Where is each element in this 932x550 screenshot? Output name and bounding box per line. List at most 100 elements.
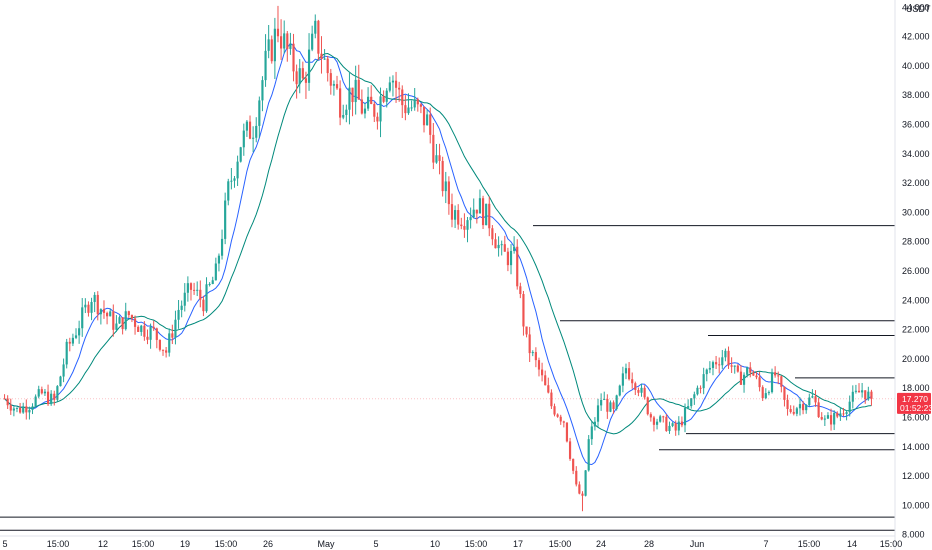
candle-body xyxy=(547,385,550,393)
candle-body xyxy=(205,284,208,312)
candle-body xyxy=(367,96,370,109)
candle-body xyxy=(733,365,736,367)
candle-body xyxy=(522,294,525,327)
candle-body xyxy=(485,203,488,226)
candle-body xyxy=(19,407,22,413)
candle-body xyxy=(360,99,363,114)
y-tick-label: 10.000 xyxy=(902,500,930,510)
candle-body xyxy=(683,408,687,426)
candle-body xyxy=(376,116,379,122)
candle-body xyxy=(727,350,730,366)
candle-body xyxy=(252,137,255,139)
candle-body xyxy=(655,421,659,425)
candle-body xyxy=(78,328,81,336)
y-tick-label: 16.000 xyxy=(902,412,930,422)
candle-body xyxy=(84,304,87,308)
candle-body xyxy=(174,319,177,338)
last-price-tag: 17.270 01:52:23 xyxy=(897,392,932,414)
y-tick-label: 22.000 xyxy=(902,325,930,335)
moving-average-line xyxy=(4,52,872,435)
candle-body xyxy=(422,106,426,126)
candle-body xyxy=(631,379,634,384)
x-tick-label: 15:00 xyxy=(132,539,155,549)
candle-body xyxy=(329,73,332,86)
candle-body xyxy=(168,333,171,353)
candle-body xyxy=(59,376,62,387)
x-tick-label: May xyxy=(317,539,335,549)
candle-body xyxy=(581,493,584,496)
candle-body xyxy=(96,294,99,315)
candle-body xyxy=(541,369,544,376)
candle-body xyxy=(180,305,183,310)
candle-body xyxy=(87,304,90,313)
candle-body xyxy=(724,350,727,358)
y-tick-label: 38.000 xyxy=(902,90,930,100)
candle-body xyxy=(624,368,628,374)
x-tick-label: 17 xyxy=(513,539,523,549)
candle-body xyxy=(220,238,224,256)
candle-body xyxy=(224,200,227,239)
candle-body xyxy=(693,394,696,399)
candle-body xyxy=(317,20,320,54)
candle-body xyxy=(441,160,444,192)
candle-body xyxy=(497,244,500,249)
candle-body xyxy=(761,387,764,399)
candle-body xyxy=(43,391,47,394)
candle-body xyxy=(556,414,559,417)
candle-body xyxy=(559,416,562,422)
candle-body xyxy=(233,178,236,181)
candle-body xyxy=(814,396,817,403)
candle-body xyxy=(258,100,261,126)
candle-body xyxy=(481,198,485,226)
candle-body xyxy=(537,360,541,370)
candle-body xyxy=(621,373,624,386)
candle-body xyxy=(466,220,469,230)
candle-body xyxy=(736,365,739,372)
candle-body xyxy=(189,283,193,290)
candle-body xyxy=(363,108,367,114)
candle-body xyxy=(525,326,528,335)
candle-body xyxy=(696,387,699,395)
candle-body xyxy=(705,369,708,375)
candle-body xyxy=(165,350,168,353)
candle-body xyxy=(789,409,792,412)
plot-background xyxy=(0,0,895,550)
candle-body xyxy=(12,408,15,411)
candle-body xyxy=(211,280,214,284)
candle-body xyxy=(379,96,382,122)
candle-body xyxy=(749,367,752,373)
candle-body xyxy=(596,405,600,422)
x-tick-label: 15:00 xyxy=(880,539,903,549)
candle-body xyxy=(140,325,143,332)
candle-body xyxy=(534,352,537,361)
x-axis-ticks[interactable]: 5 15:00 12 15:00 19 15:00 26 May 5 10 15:00 17 15:00… xyxy=(2,539,902,549)
candle-body xyxy=(668,425,671,432)
candle-body xyxy=(186,283,189,293)
candle-body xyxy=(513,246,516,251)
x-tick-label: 26 xyxy=(263,539,273,549)
candle-body xyxy=(444,181,447,192)
y-axis-ticks[interactable]: 8.000 10.000 12.000 14.000 16.000 18.000 20.00… xyxy=(902,2,930,539)
countdown-timer: 01:52:23 xyxy=(900,403,932,413)
candle-body xyxy=(74,335,78,338)
candle-body xyxy=(739,371,743,385)
x-tick-label: 15:00 xyxy=(215,539,238,549)
candle-body xyxy=(276,28,280,37)
candle-body xyxy=(161,349,165,351)
candle-body xyxy=(649,414,652,418)
candle-body xyxy=(606,399,609,412)
moving-averages xyxy=(4,42,872,466)
candle-body xyxy=(264,50,267,81)
candle-body xyxy=(659,416,662,422)
candle-body xyxy=(680,421,683,426)
x-tick-label: 5 xyxy=(373,539,378,549)
y-tick-label: 32.000 xyxy=(902,178,930,188)
candle-body xyxy=(15,407,19,409)
horizontal-levels xyxy=(0,225,895,531)
candle-body xyxy=(429,114,432,135)
candle-body xyxy=(472,209,475,218)
candle-body xyxy=(618,385,621,396)
candle-body xyxy=(786,399,789,410)
candle-body xyxy=(755,375,758,378)
